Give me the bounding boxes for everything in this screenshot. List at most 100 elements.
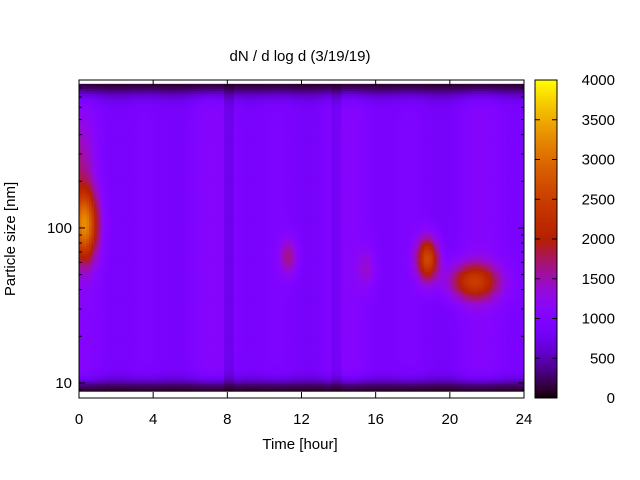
heatmap-cell (456, 106, 460, 110)
heatmap-cell (271, 108, 275, 112)
heatmap-cell (444, 93, 447, 97)
heatmap-cell (486, 121, 490, 125)
heatmap-cell (236, 106, 240, 110)
heatmap-cell (164, 96, 167, 100)
heatmap-cell (286, 151, 290, 155)
heatmap-cell (171, 133, 175, 137)
heatmap-cell (446, 143, 450, 147)
heatmap-cell (179, 146, 182, 150)
heatmap-cell (391, 101, 395, 105)
heatmap-cell (406, 116, 410, 120)
heatmap-cell (514, 108, 517, 112)
heatmap-cell (149, 83, 152, 87)
heatmap-cell (441, 118, 445, 122)
heatmap-cell (416, 123, 420, 127)
heatmap-cell (84, 141, 87, 145)
heatmap-cell (204, 143, 207, 147)
heatmap-cell (211, 116, 215, 120)
heatmap-cell (119, 83, 122, 87)
heatmap-cell (319, 83, 322, 87)
heatmap-cell (414, 121, 417, 125)
heatmap-cell (321, 151, 325, 155)
heatmap-cell (171, 116, 175, 120)
heatmap-cell (449, 101, 452, 105)
heatmap-cell (231, 138, 235, 142)
heatmap-cell (239, 98, 242, 102)
heatmap-cell (126, 93, 130, 97)
heatmap-cell (286, 106, 290, 110)
heatmap-cell (116, 131, 120, 135)
heatmap-cell (419, 121, 422, 125)
heatmap-cell (234, 86, 237, 90)
heatmap-cell (271, 88, 275, 92)
heatmap-cell (444, 103, 447, 107)
heatmap-cell (326, 128, 330, 132)
heatmap-cell (506, 108, 510, 112)
heatmap-cell (156, 108, 160, 112)
heatmap-cell (386, 126, 390, 130)
heatmap-cell (181, 151, 185, 155)
heatmap-cell (169, 106, 172, 110)
heatmap-cell (126, 151, 130, 155)
heatmap-cell (171, 148, 175, 152)
heatmap-cell (519, 133, 522, 137)
heatmap-cell (384, 101, 387, 105)
heatmap-cell (91, 121, 95, 125)
heatmap-cell (169, 138, 172, 142)
heatmap-cell (274, 86, 277, 90)
heatmap-cell (404, 138, 407, 142)
heatmap-cell (199, 88, 202, 92)
heatmap-cell (231, 133, 235, 137)
heatmap-cell (369, 123, 372, 127)
heatmap-cell (501, 86, 505, 90)
heatmap-cell (89, 108, 92, 112)
heatmap-cell (194, 93, 197, 97)
heatmap-cell (276, 83, 280, 87)
heatmap-cell (471, 116, 475, 120)
heatmap-cell (299, 138, 302, 142)
heatmap-cell (519, 146, 522, 150)
heatmap-cell (409, 91, 412, 95)
heatmap-cell (354, 146, 357, 150)
heatmap-cell (296, 143, 300, 147)
heatmap-cell (451, 98, 455, 102)
heatmap-cell (349, 118, 352, 122)
heatmap-cell (296, 98, 300, 102)
heatmap-cell (439, 138, 442, 142)
heatmap-cell (146, 96, 150, 100)
heatmap-cell (249, 116, 252, 120)
heatmap-cell (466, 131, 470, 135)
heatmap-cell (426, 111, 430, 115)
heatmap-cell (249, 133, 252, 137)
heatmap-cell (436, 133, 440, 137)
heatmap-cell (139, 148, 142, 152)
heatmap-cell (491, 106, 495, 110)
heatmap-cell (161, 133, 165, 137)
heatmap-cell (299, 86, 302, 90)
heatmap-cell (471, 148, 475, 152)
heatmap-cell (509, 148, 512, 152)
heatmap-cell (159, 108, 162, 112)
heatmap-cell (499, 108, 502, 112)
heatmap-cell (361, 146, 365, 150)
heatmap-cell (431, 106, 435, 110)
heatmap-cell (179, 148, 182, 152)
heatmap-cell (109, 151, 112, 155)
heatmap-cell (244, 136, 247, 140)
heatmap-cell (294, 83, 297, 87)
heatmap-cell (111, 111, 115, 115)
heatmap-cell (374, 96, 377, 100)
heatmap-cell (306, 106, 310, 110)
heatmap-cell (189, 91, 192, 95)
heatmap-cell (266, 116, 270, 120)
heatmap-cell (229, 131, 232, 135)
heatmap-cell (381, 108, 385, 112)
heatmap-cell (104, 153, 107, 157)
heatmap-cell (414, 131, 417, 135)
heatmap-cell (151, 113, 155, 117)
heatmap-cell (116, 136, 120, 140)
heatmap-cell (379, 111, 382, 115)
heatmap-cell (324, 91, 327, 95)
heatmap-cell (454, 103, 457, 107)
heatmap-cell (481, 88, 485, 92)
